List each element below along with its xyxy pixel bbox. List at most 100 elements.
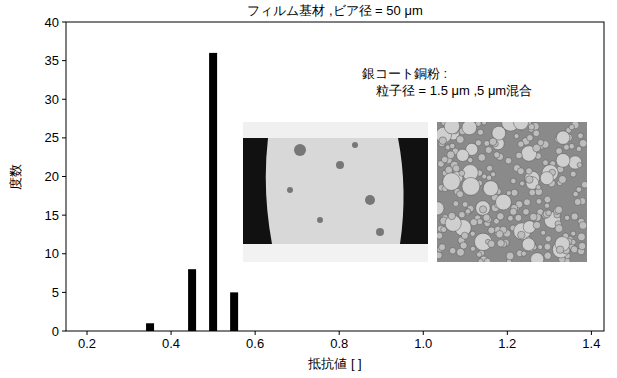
particle bbox=[477, 219, 483, 225]
particle bbox=[530, 213, 537, 220]
particle bbox=[477, 129, 483, 135]
particle bbox=[531, 253, 544, 262]
x-tick bbox=[591, 331, 592, 335]
particle bbox=[571, 213, 578, 220]
particle bbox=[456, 136, 464, 144]
particle bbox=[516, 152, 523, 159]
particle bbox=[556, 148, 563, 155]
particle bbox=[555, 206, 563, 214]
particle bbox=[510, 208, 517, 215]
particle bbox=[522, 238, 535, 251]
particle bbox=[577, 162, 582, 167]
photo-pore bbox=[336, 161, 344, 169]
particle bbox=[538, 140, 544, 146]
particle bbox=[506, 252, 514, 260]
particle bbox=[462, 177, 480, 195]
particle bbox=[544, 203, 549, 208]
photo-void bbox=[398, 138, 428, 244]
particle bbox=[487, 165, 493, 171]
particle bbox=[571, 246, 578, 253]
x-tick-label: 0.6 bbox=[246, 336, 264, 351]
x-tick bbox=[255, 331, 256, 335]
particle bbox=[496, 194, 512, 210]
particle bbox=[571, 231, 576, 236]
frame bbox=[66, 22, 604, 331]
x-tick bbox=[171, 331, 172, 335]
y-tick bbox=[62, 60, 66, 61]
y-tick-label: 25 bbox=[45, 130, 59, 145]
y-tick-label: 5 bbox=[52, 285, 59, 300]
particle bbox=[441, 227, 447, 233]
y-tick bbox=[62, 22, 66, 23]
particle bbox=[437, 232, 443, 239]
photo-layer bbox=[243, 122, 428, 138]
particle bbox=[536, 199, 542, 205]
particle bbox=[439, 137, 447, 145]
bar bbox=[230, 292, 238, 331]
x-tick-label: 0.4 bbox=[162, 336, 180, 351]
particle bbox=[461, 232, 468, 239]
particle bbox=[511, 178, 517, 184]
particle bbox=[494, 152, 500, 158]
photo-pore bbox=[376, 228, 384, 236]
particle bbox=[540, 172, 553, 185]
particle bbox=[488, 240, 495, 247]
particles bbox=[437, 122, 587, 262]
particle bbox=[491, 172, 496, 177]
particle bbox=[556, 246, 564, 254]
photo-pore bbox=[352, 142, 358, 148]
particle bbox=[450, 143, 456, 149]
particle bbox=[569, 124, 574, 129]
particle bbox=[570, 171, 576, 177]
particle bbox=[543, 160, 549, 166]
particle bbox=[476, 201, 491, 216]
particle bbox=[457, 248, 465, 256]
photo-pore bbox=[294, 144, 306, 156]
particle bbox=[508, 215, 514, 221]
y-tick bbox=[62, 99, 66, 100]
cross-section-photo bbox=[243, 122, 428, 262]
bar bbox=[146, 323, 154, 331]
particle bbox=[497, 240, 504, 247]
particle bbox=[513, 122, 528, 130]
y-tick-label: 20 bbox=[45, 169, 59, 184]
particle bbox=[478, 154, 486, 162]
particle bbox=[483, 181, 498, 196]
particle bbox=[576, 146, 581, 151]
particle bbox=[578, 233, 586, 241]
particle bbox=[479, 206, 486, 213]
particle bbox=[470, 246, 475, 251]
particle bbox=[447, 151, 455, 159]
particle bbox=[478, 259, 483, 262]
y-tick bbox=[62, 253, 66, 254]
particle bbox=[511, 189, 518, 196]
particle bbox=[460, 242, 467, 249]
photo-pore bbox=[287, 187, 293, 193]
particle bbox=[555, 225, 563, 233]
particle bbox=[497, 213, 504, 220]
photo-pore bbox=[317, 217, 323, 223]
x-tick-label: 0.2 bbox=[78, 336, 96, 351]
particle bbox=[528, 124, 534, 130]
particle bbox=[465, 209, 471, 215]
particle bbox=[544, 243, 551, 250]
particle bbox=[470, 219, 477, 226]
particle bbox=[578, 242, 585, 249]
particle bbox=[564, 144, 570, 150]
particle bbox=[485, 147, 492, 154]
particle bbox=[457, 149, 469, 161]
particle bbox=[524, 199, 531, 206]
particle bbox=[515, 214, 522, 221]
particle bbox=[444, 122, 459, 134]
particle bbox=[483, 214, 490, 221]
x-tick-label: 1.2 bbox=[498, 336, 516, 351]
particle bbox=[527, 135, 534, 142]
particle bbox=[476, 252, 481, 257]
particle bbox=[526, 176, 534, 184]
particle bbox=[518, 141, 524, 147]
y-tick-label: 30 bbox=[45, 92, 59, 107]
particle bbox=[514, 134, 519, 139]
particle bbox=[470, 231, 475, 236]
particle bbox=[465, 209, 470, 214]
y-tick bbox=[62, 137, 66, 138]
